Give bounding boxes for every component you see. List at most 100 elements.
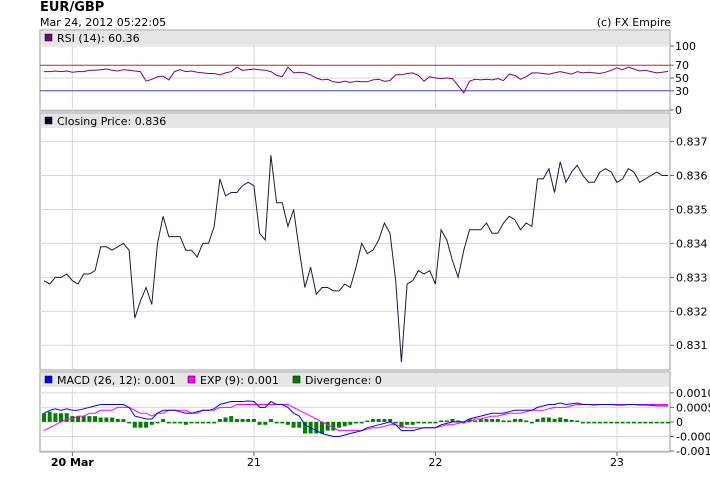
chart-title: EUR/GBP xyxy=(40,0,105,15)
divergence-bar-60 xyxy=(382,419,387,422)
divergence-bar-3 xyxy=(59,413,63,422)
divergence-bar-63 xyxy=(399,421,404,428)
divergence-bar-65 xyxy=(410,421,415,425)
divergence-bar-83 xyxy=(512,419,517,422)
macd-legend-label-1: EXP (9): 0.001 xyxy=(200,374,279,387)
divergence-bar-64 xyxy=(405,421,410,425)
divergence-bar-44 xyxy=(291,421,296,428)
divergence-bar-28 xyxy=(200,421,205,424)
divergence-bar-96 xyxy=(586,421,591,424)
divergence-bar-57 xyxy=(365,420,370,422)
macd-panel-header xyxy=(41,373,669,387)
divergence-bar-43 xyxy=(285,421,290,425)
price-y-tick-6: 0.831 xyxy=(676,339,708,352)
divergence-bar-108 xyxy=(654,421,659,424)
divergence-bar-94 xyxy=(575,420,580,422)
rsi-y-tick-2: 50 xyxy=(675,72,689,85)
divergence-bar-106 xyxy=(643,421,648,424)
macd-legend-swatch-1 xyxy=(187,375,196,384)
divergence-bar-67 xyxy=(422,421,427,424)
divergence-bar-37 xyxy=(251,419,256,422)
copyright-label: (c) FX Empire xyxy=(596,16,671,29)
price-y-tick-0: 0.837 xyxy=(676,136,708,149)
divergence-bar-88 xyxy=(541,417,546,422)
rsi-series-line xyxy=(44,66,669,94)
divergence-bar-6 xyxy=(76,416,81,422)
divergence-bar-77 xyxy=(478,419,483,422)
divergence-bar-104 xyxy=(632,421,636,424)
divergence-bar-22 xyxy=(166,421,171,424)
divergence-bar-1 xyxy=(47,411,52,422)
rsi-legend-swatch xyxy=(44,33,53,42)
price-series-line xyxy=(43,155,668,363)
divergence-bar-61 xyxy=(388,419,393,422)
rsi-y-tick-4: 0 xyxy=(675,104,682,117)
divergence-bar-69 xyxy=(433,421,438,424)
divergence-bar-62 xyxy=(393,421,398,424)
divergence-bar-17 xyxy=(138,421,143,428)
x-tick-label-0: 20 Mar xyxy=(51,456,95,469)
divergence-bar-76 xyxy=(473,420,478,422)
divergence-bar-101 xyxy=(615,421,619,424)
divergence-bar-84 xyxy=(518,419,523,422)
price-y-tick-4: 0.833 xyxy=(676,271,708,284)
divergence-bar-105 xyxy=(637,421,642,424)
divergence-bar-36 xyxy=(246,419,251,422)
divergence-bar-91 xyxy=(558,417,563,422)
divergence-bar-54 xyxy=(348,421,353,425)
divergence-bar-26 xyxy=(189,421,194,424)
divergence-bar-11 xyxy=(104,417,109,422)
divergence-bar-99 xyxy=(603,421,608,424)
divergence-bar-56 xyxy=(359,421,364,424)
divergence-bar-92 xyxy=(563,419,568,422)
divergence-bar-93 xyxy=(569,419,574,422)
divergence-bar-72 xyxy=(450,419,455,422)
price-y-tick-3: 0.834 xyxy=(676,237,708,250)
divergence-bar-75 xyxy=(467,419,472,422)
divergence-bar-95 xyxy=(580,421,585,424)
price-y-tick-5: 0.832 xyxy=(676,305,708,318)
divergence-bar-58 xyxy=(371,419,375,422)
divergence-bar-52 xyxy=(337,421,341,428)
divergence-bar-33 xyxy=(229,416,234,422)
divergence-bar-87 xyxy=(535,419,540,422)
divergence-bar-103 xyxy=(626,421,631,424)
divergence-bar-74 xyxy=(461,421,466,424)
chart-timestamp: Mar 24, 2012 05:22:05 xyxy=(40,16,167,29)
x-tick-label-3: 23 xyxy=(610,456,624,469)
macd-y-tick-3: -0.0005 xyxy=(676,430,710,443)
macd-legend-swatch-0 xyxy=(44,375,53,384)
rsi-legend-label: RSI (14): 60.36 xyxy=(57,32,140,45)
divergence-bar-80 xyxy=(495,419,500,422)
divergence-bar-73 xyxy=(456,420,461,422)
macd-legend-label-0: MACD (26, 12): 0.001 xyxy=(57,374,176,387)
macd-y-tick-2: 0 xyxy=(676,416,683,429)
divergence-bar-27 xyxy=(195,421,200,424)
divergence-bar-39 xyxy=(263,421,268,425)
divergence-bar-85 xyxy=(524,420,529,422)
macd-y-tick-1: 0.0005 xyxy=(676,401,710,414)
divergence-bar-32 xyxy=(223,417,228,422)
macd-legend-label-2: Divergence: 0 xyxy=(305,374,382,387)
divergence-bar-70 xyxy=(439,420,444,422)
divergence-bar-31 xyxy=(217,419,222,422)
rsi-panel-header xyxy=(41,31,669,45)
price-y-tick-1: 0.836 xyxy=(676,170,708,183)
divergence-bar-66 xyxy=(416,421,421,424)
divergence-bar-46 xyxy=(303,421,307,434)
divergence-bar-59 xyxy=(376,419,381,422)
divergence-bar-14 xyxy=(121,419,126,422)
divergence-bar-21 xyxy=(161,419,166,422)
divergence-bar-0 xyxy=(42,413,46,422)
divergence-bar-53 xyxy=(342,421,347,427)
divergence-bar-48 xyxy=(314,421,319,434)
macd-series-line xyxy=(43,400,668,437)
divergence-bar-34 xyxy=(234,419,239,422)
divergence-bar-50 xyxy=(325,421,330,431)
divergence-bar-41 xyxy=(274,421,279,424)
divergence-bar-78 xyxy=(484,419,489,422)
exp-series-line xyxy=(43,404,668,432)
divergence-bar-16 xyxy=(132,421,137,428)
